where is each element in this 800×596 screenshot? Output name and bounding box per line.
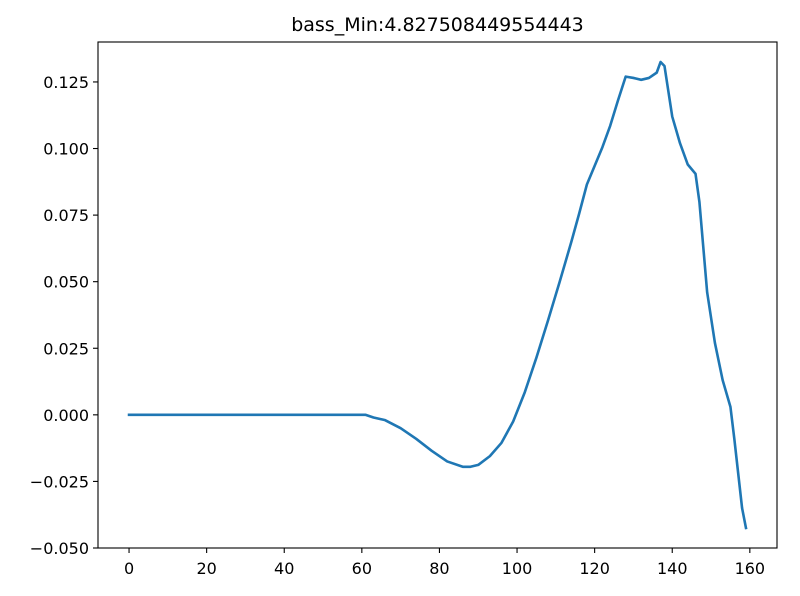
chart-title: bass_Min:4.827508449554443	[291, 14, 584, 36]
x-tick-label: 40	[274, 559, 294, 578]
y-tick-label: 0.075	[43, 206, 89, 225]
series-line-0	[127, 60, 748, 530]
plot-area	[127, 60, 748, 530]
y-tick-label: 0.000	[43, 406, 89, 425]
x-tick-label: 20	[196, 559, 216, 578]
y-tick-label: −0.025	[30, 472, 89, 491]
x-tick-label: 60	[352, 559, 372, 578]
axes: 0 20 40 60 80 100 120 140 160 −0.050 −0.025 0.000 0.…	[30, 41, 778, 578]
x-tick-label: 80	[429, 559, 449, 578]
plot-frame	[97, 41, 778, 549]
x-tick-label: 0	[124, 559, 134, 578]
x-tick-label: 140	[657, 559, 688, 578]
x-tick-label: 120	[579, 559, 610, 578]
y-tick-label: 0.125	[43, 73, 89, 92]
y-tick-label: −0.050	[30, 539, 89, 558]
x-tick-label: 160	[735, 559, 766, 578]
y-tick-label: 0.100	[43, 140, 89, 159]
y-tick-label: 0.025	[43, 339, 89, 358]
y-tick-label: 0.050	[43, 273, 89, 292]
x-tick-label: 100	[502, 559, 533, 578]
